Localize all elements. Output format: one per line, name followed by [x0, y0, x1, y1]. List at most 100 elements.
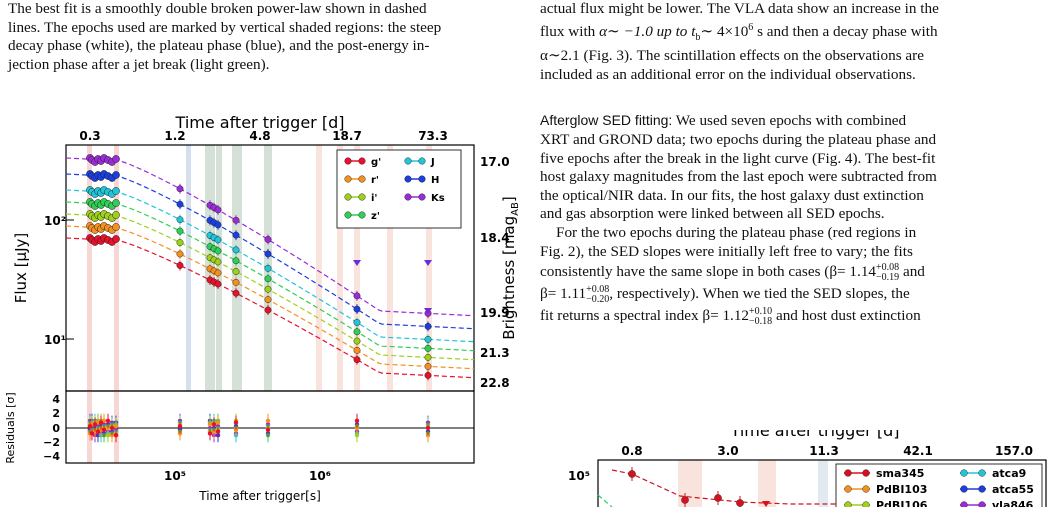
data-point [214, 269, 222, 277]
text-run: flux with [540, 22, 600, 40]
y-tick-label: 10¹ [44, 333, 66, 347]
data-point [353, 305, 361, 313]
legend-marker [418, 193, 426, 201]
data-point [176, 200, 184, 208]
body-line: the optical/NIR data. In our fits, the h… [540, 186, 924, 204]
residual-point [354, 433, 360, 438]
top-tick-label: 0.3 [79, 129, 100, 143]
caption-line: The best fit is a smoothly double broken… [8, 0, 427, 17]
residual-point [87, 424, 93, 429]
residual-point [101, 427, 107, 432]
residual-point [215, 429, 221, 434]
data-point [714, 494, 722, 502]
epoch-region [87, 145, 92, 391]
legend-entries: sma345 atca9 PdBI103 atca55 PdBI106 vla846 [844, 467, 1034, 507]
text-run: t [691, 22, 696, 40]
residual-points [87, 413, 431, 443]
upper-limit-marker [424, 308, 432, 314]
label-subscript: AB [510, 202, 520, 216]
body-line: flux with α∼ −1.0 up to tb∼ 4×106 s and … [540, 19, 1050, 48]
legend-label: r' [371, 175, 379, 186]
data-point [424, 353, 432, 361]
resid-tick-label: 4 [52, 393, 60, 406]
data-point [112, 199, 120, 207]
legend-marker [960, 469, 968, 477]
right-axis-label-text: Brightness [magAB] [500, 196, 520, 339]
legend-box [835, 463, 1043, 507]
data-point [424, 362, 432, 370]
body-line: For the two epochs during the plateau ph… [556, 224, 917, 242]
data-point [264, 275, 272, 283]
residual-point [113, 424, 119, 429]
mag-tick-label: 22.8 [480, 376, 510, 390]
data-point [176, 250, 184, 258]
residual-point [207, 422, 213, 427]
body-line: β= 1.11+0.08 −0.20, respectively). When w… [540, 283, 1050, 305]
data-point [232, 231, 240, 239]
body-line: Fig. 2), the SED slopes were initially l… [540, 242, 913, 260]
residual-point [113, 433, 119, 438]
light-curve-figure: Time after trigger [d] 0.3 1.2 4.8 18.7 … [4, 113, 520, 503]
legend-marker [960, 501, 968, 507]
data-point [232, 278, 240, 286]
data-point [232, 257, 240, 265]
top-tick-label: 157.0 [995, 444, 1033, 458]
legend-label: atca55 [992, 483, 1034, 496]
residual-point [215, 420, 221, 425]
residual-point [105, 433, 111, 438]
data-point [353, 356, 361, 364]
upper-error: +0.08 [876, 261, 900, 273]
model-curve [65, 173, 475, 330]
data-point [112, 155, 120, 163]
data-point [214, 280, 222, 288]
legend-marker [418, 157, 426, 165]
legend-marker [844, 469, 852, 477]
legend-marker [862, 501, 870, 507]
text-run: consistently have the same slope in both… [540, 263, 877, 281]
legend-label: vla846 [992, 499, 1034, 507]
data-point [232, 246, 240, 254]
data-point [176, 227, 184, 235]
body-line: α∼2.1 (Fig. 3). The scintillation effect… [540, 47, 924, 65]
model-curve [65, 213, 475, 361]
model-curve [611, 469, 836, 505]
data-point [214, 247, 222, 255]
uncertainty: +0.08 −0.19 [876, 261, 900, 283]
text-run: fit returns a spectral index β= 1.12 [540, 307, 750, 325]
data-points [597, 467, 836, 507]
upper-limit-marker [424, 260, 432, 266]
legend-marker [358, 175, 366, 183]
residual-point [98, 420, 104, 425]
text-run: α∼ −1.0 up to [599, 22, 692, 40]
residual-axis-label: Residuals [σ] [4, 392, 17, 463]
residual-point [265, 418, 271, 423]
data-point [176, 261, 184, 269]
epoch-region [337, 145, 343, 391]
legend-label: H [431, 175, 439, 186]
data-point [681, 496, 689, 504]
section-runin-heading: Afterglow SED fitting: [540, 112, 673, 129]
residual-point [425, 433, 431, 438]
model-curve [65, 189, 475, 343]
legend-label: PdBI106 [876, 499, 928, 507]
data-point [232, 268, 240, 275]
data-point [112, 223, 120, 231]
legend-marker [358, 193, 366, 201]
legend-marker [418, 175, 426, 183]
data-point [264, 264, 272, 272]
y-axis-label: Flux [μJy] [12, 233, 30, 304]
data-point [736, 499, 744, 507]
data-point [214, 258, 222, 266]
data-point [424, 335, 432, 343]
data-point [214, 206, 222, 214]
legend-marker [344, 157, 352, 165]
radio-light-curve-figure: Time after trigger [d] 0.8 3.0 11.3 42.1… [568, 430, 1047, 507]
residual-point [211, 429, 217, 434]
label-part: Brightness [mag [500, 216, 518, 340]
data-point [112, 211, 120, 219]
legend: g' r' i' z' JH Ks [336, 149, 462, 229]
legend-marker [844, 501, 852, 507]
data-point [112, 171, 120, 179]
data-point [353, 292, 361, 300]
legend-marker [404, 157, 412, 165]
